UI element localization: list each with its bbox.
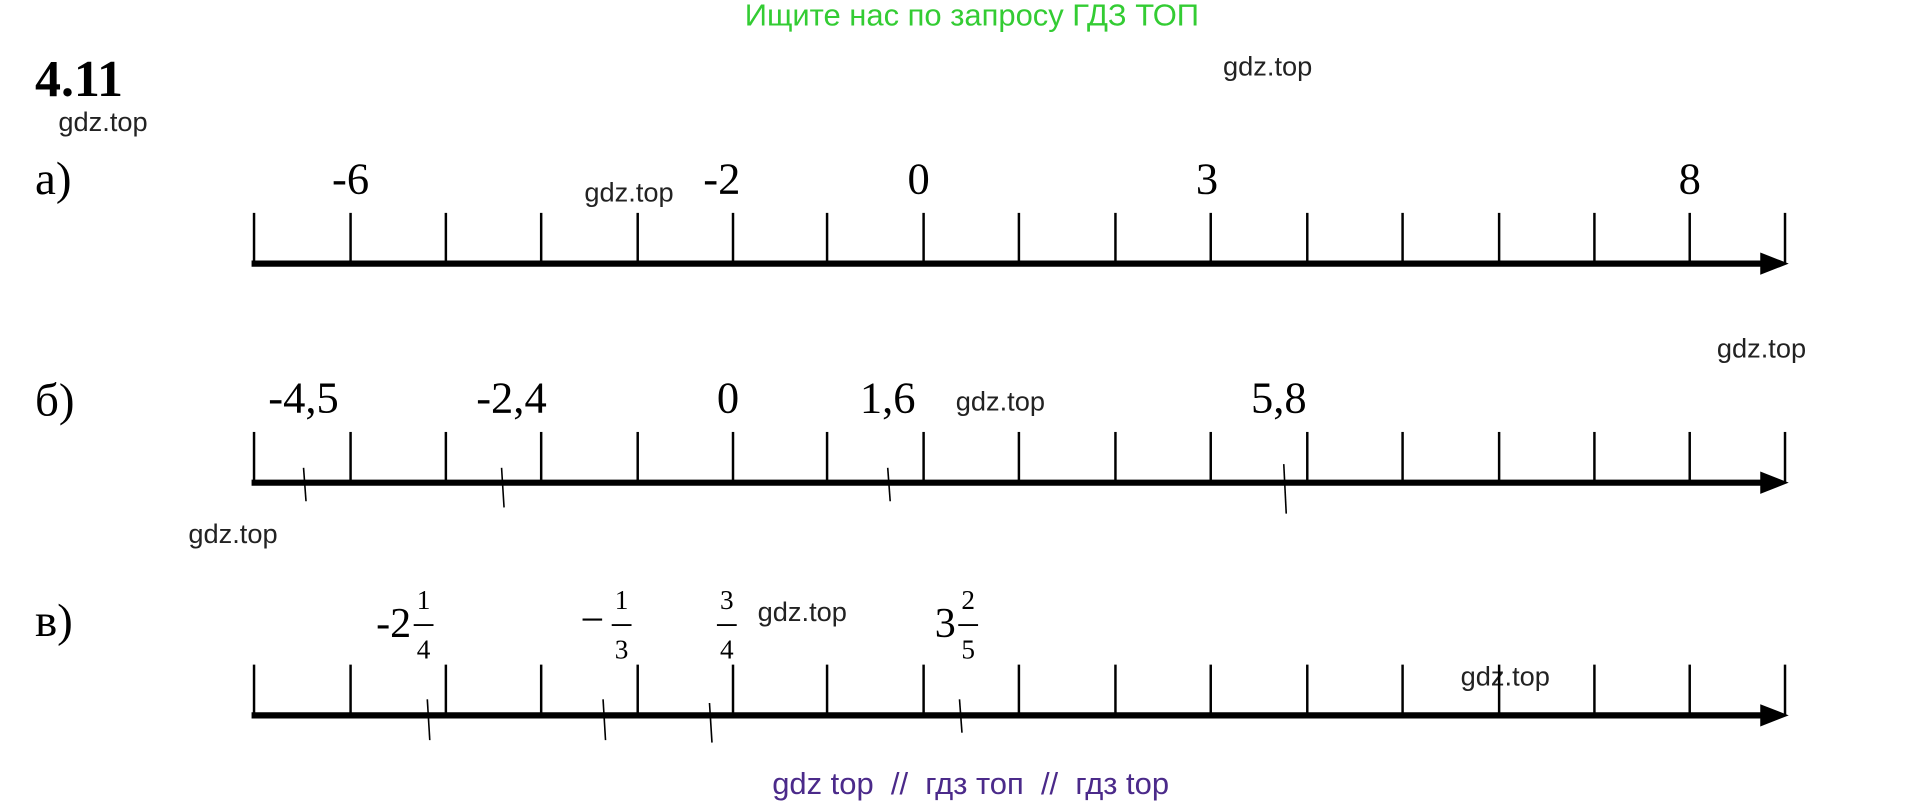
fraction-denominator: 3 [615, 634, 629, 664]
watermark: gdz.top [584, 176, 673, 207]
point-label: 1,6 [860, 372, 916, 422]
point-label: -2,4 [476, 372, 547, 422]
fraction-whole: -2 [376, 601, 411, 647]
point-mark [602, 699, 607, 741]
watermark: gdz.top [1223, 50, 1312, 81]
watermark: gdz.top [758, 596, 847, 627]
fraction-numerator: 2 [961, 585, 975, 615]
footer: gdz top // гдз топ // гдз top [772, 766, 1169, 801]
fraction-sign: − [581, 597, 605, 643]
point-label: 5,8 [1251, 372, 1307, 422]
watermark: gdz.top [188, 518, 277, 549]
axis-arrow [1760, 704, 1789, 727]
watermark: gdz.top [1717, 332, 1806, 363]
point-label: 8 [1679, 153, 1701, 203]
point-label: 0 [908, 153, 930, 203]
point-label: -4,5 [268, 372, 339, 422]
point-label: -6 [332, 153, 369, 203]
point-label: -2 [703, 153, 740, 203]
fraction-numerator: 1 [615, 585, 629, 615]
point-mark [886, 467, 891, 502]
point-mark [1282, 464, 1288, 514]
fraction-numerator: 3 [720, 585, 734, 615]
item-label: в) [35, 595, 73, 647]
point-mark [708, 702, 713, 743]
point-mark [302, 467, 307, 502]
fraction-denominator: 4 [720, 634, 734, 664]
item-label: б) [35, 375, 75, 427]
point-mark [426, 699, 431, 741]
fraction-denominator: 4 [417, 634, 431, 664]
exercise-title: 4.11 [35, 51, 123, 108]
watermark: gdz.top [956, 386, 1045, 417]
point-mark [958, 699, 963, 733]
banner: Ищите нас по запросу ГДЗ ТОП [745, 0, 1199, 32]
watermark: gdz.top [58, 106, 147, 137]
watermark: gdz.top [1461, 660, 1550, 691]
point-mark [500, 467, 505, 508]
fraction-denominator: 5 [961, 634, 975, 664]
fraction-numerator: 1 [417, 585, 431, 615]
axis-arrow [1760, 252, 1789, 275]
point-label: 0 [717, 372, 739, 422]
fraction-whole: 3 [935, 601, 956, 647]
axis-arrow [1760, 471, 1789, 494]
point-label: 3 [1196, 153, 1218, 203]
item-label: а) [35, 153, 72, 205]
